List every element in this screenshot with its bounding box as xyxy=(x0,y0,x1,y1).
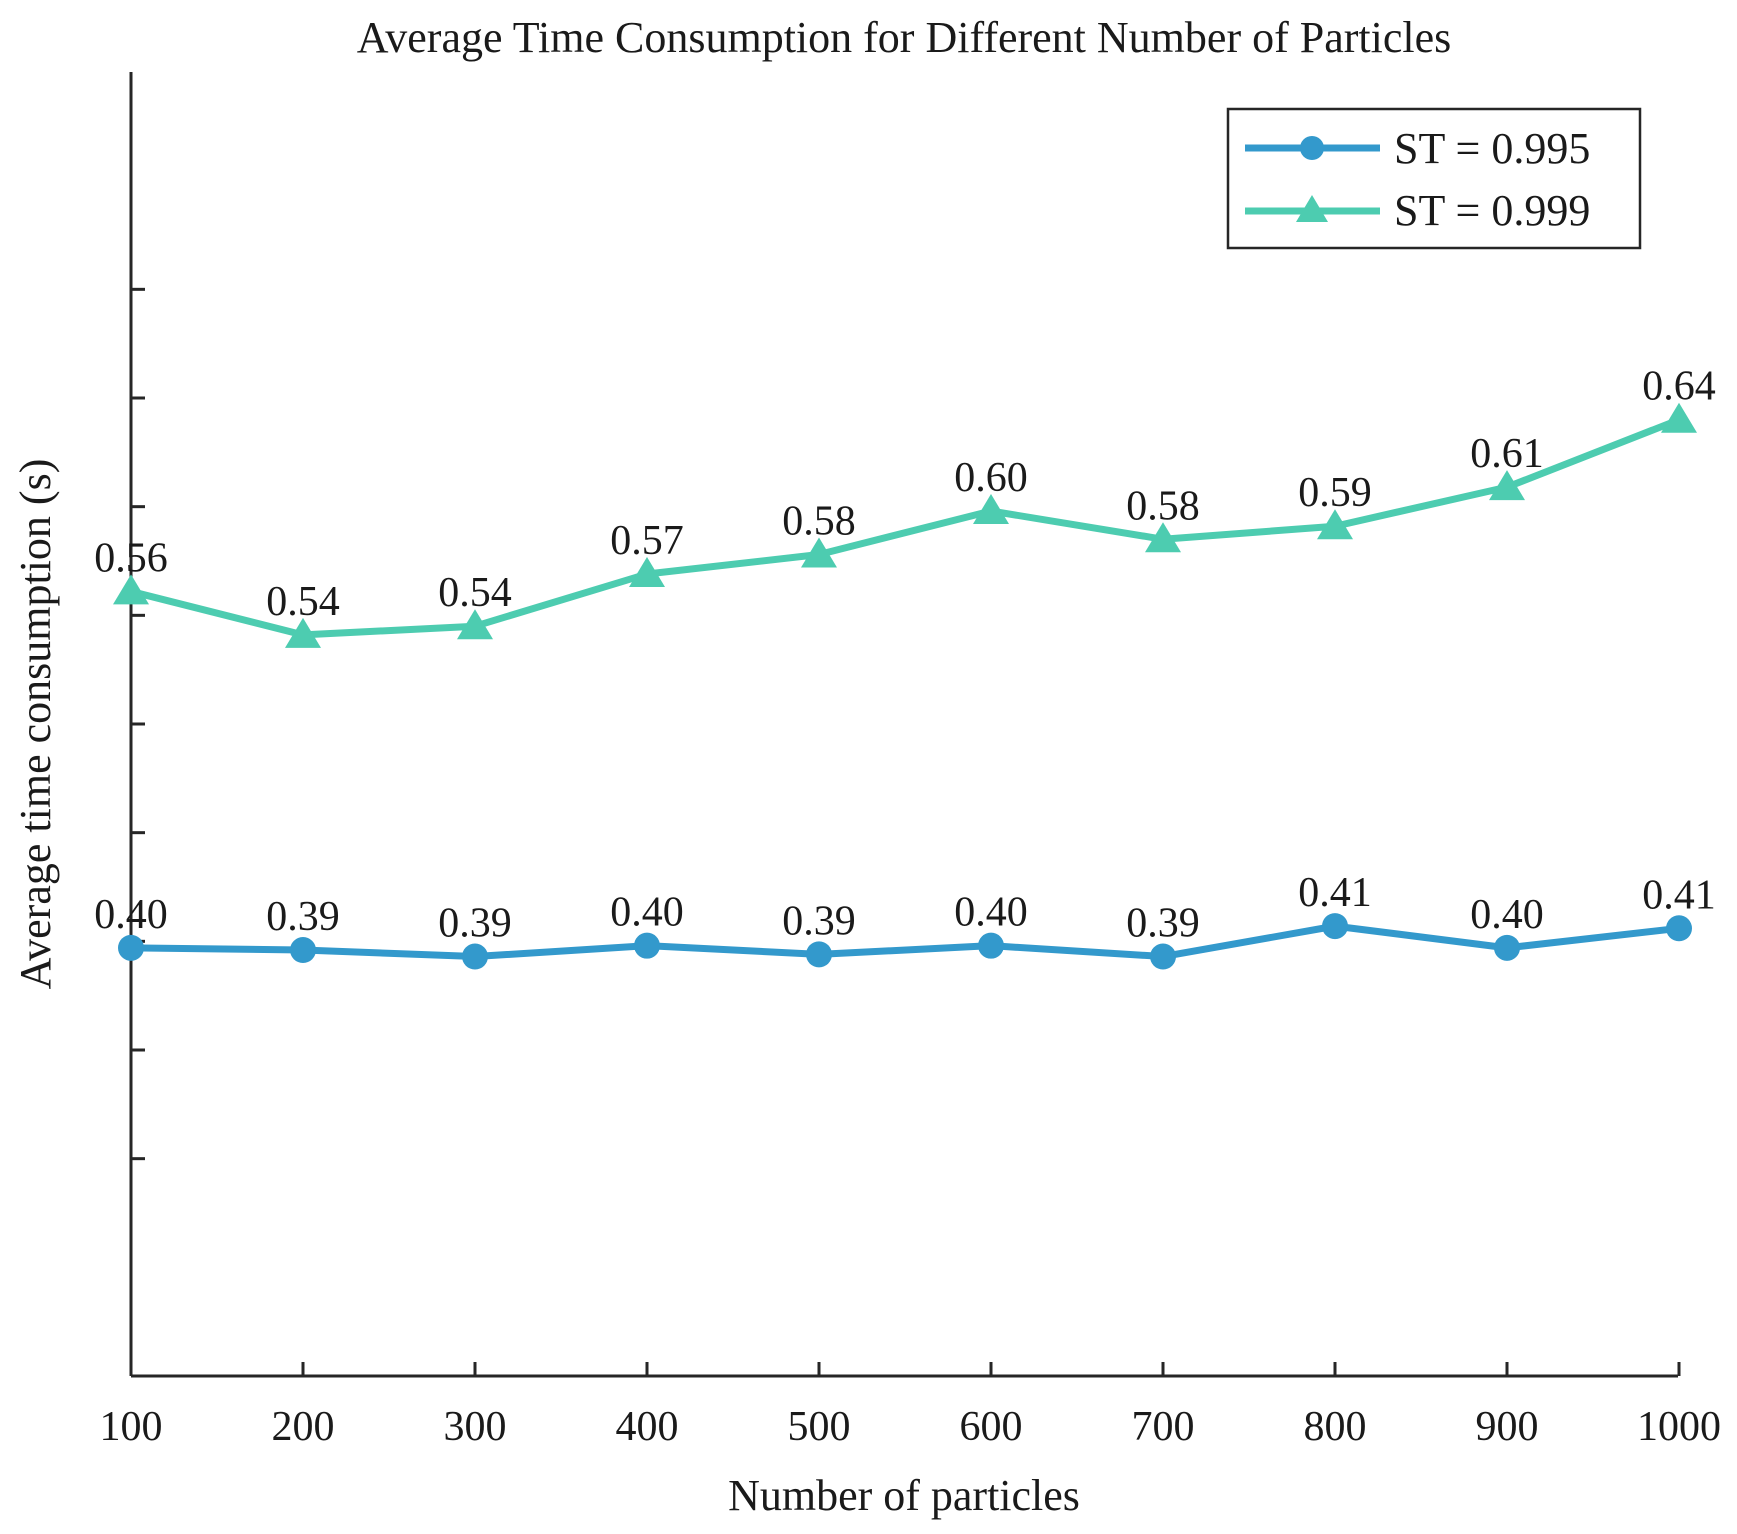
legend-marker-st-0995 xyxy=(1300,136,1324,160)
series-1-point-5 xyxy=(973,494,1009,525)
series-1-point-7 xyxy=(1317,509,1353,540)
x-tick-label-3: 400 xyxy=(616,1404,679,1450)
legend: ST = 0.995 ST = 0.999 xyxy=(1226,107,1642,250)
series-0-data-label-4: 0.39 xyxy=(782,898,856,944)
series-line-0 xyxy=(130,922,1680,961)
x-tick-label-4: 500 xyxy=(788,1404,851,1450)
series-1-data-label-7: 0.59 xyxy=(1298,470,1372,516)
series-0-point-2 xyxy=(462,943,488,970)
legend-box xyxy=(1226,107,1642,250)
series-1-data-label-1: 0.54 xyxy=(266,579,340,625)
y-ticks xyxy=(131,287,145,1161)
chart-title: Average Time Consumption for Different N… xyxy=(357,13,1452,62)
x-tick-label-7: 800 xyxy=(1304,1404,1367,1450)
series-1-data-label-4: 0.58 xyxy=(782,498,856,544)
series-1-data-label-2: 0.54 xyxy=(438,570,512,616)
series-0-data-label-8: 0.40 xyxy=(1470,892,1544,938)
x-tick-label-0: 100 xyxy=(100,1404,163,1450)
series-1-point-9 xyxy=(1661,402,1697,433)
series-0-point-0 xyxy=(118,934,144,961)
series-0-point-3 xyxy=(634,932,660,959)
series-0-data-label-5: 0.40 xyxy=(954,890,1028,936)
series-1: 0.56 0.54 0.54 0.57 0.58 0.60 0.58 0.59 0.61 0.64 xyxy=(94,364,1716,648)
series-1-point-4 xyxy=(801,537,837,568)
series-0-point-1 xyxy=(290,937,316,964)
series-1-point-3 xyxy=(629,557,665,588)
x-tick-label-2: 300 xyxy=(444,1404,507,1450)
series-1-point-8 xyxy=(1489,470,1525,501)
x-tick-label-8: 900 xyxy=(1476,1404,1539,1450)
series-1-point-0 xyxy=(113,574,149,605)
series-0-data-label-6: 0.39 xyxy=(1126,901,1200,947)
x-axis-label: Number of particles xyxy=(728,1471,1080,1520)
legend-marker-st-0999 xyxy=(1296,195,1328,222)
series-1-data-label-8: 0.61 xyxy=(1470,431,1544,477)
series-0-point-9 xyxy=(1666,915,1692,942)
x-tick-label-6: 700 xyxy=(1132,1404,1195,1450)
series-0-data-label-7: 0.41 xyxy=(1298,870,1372,916)
series-1-point-6 xyxy=(1145,522,1181,553)
series-1-data-label-3: 0.57 xyxy=(610,518,684,564)
series-0-point-8 xyxy=(1494,934,1520,961)
series-1-data-label-5: 0.60 xyxy=(954,455,1028,501)
series-layer: 0.40 0.39 0.39 0.40 0.39 0.40 0.39 0.41 0.40 0.41… xyxy=(94,364,1716,970)
series-1-data-label-0: 0.56 xyxy=(94,535,168,581)
axes: 100 200 300 400 500 600 700 800 900 1000 xyxy=(100,72,1721,1450)
series-0-point-4 xyxy=(806,941,832,968)
y-axis-label: Average time consumption (s) xyxy=(11,459,60,990)
legend-label-st-0999: ST = 0.999 xyxy=(1394,186,1590,235)
series-0: 0.40 0.39 0.39 0.40 0.39 0.40 0.39 0.41 0.40 0.41 xyxy=(94,870,1716,970)
x-ticks: 100 200 300 400 500 600 700 800 900 1000 xyxy=(100,1362,1721,1450)
series-1-data-label-6: 0.58 xyxy=(1126,483,1200,529)
series-0-point-7 xyxy=(1322,913,1348,940)
series-0-data-label-1: 0.39 xyxy=(266,894,340,940)
legend-label-st-0995: ST = 0.995 xyxy=(1394,124,1590,173)
series-0-point-5 xyxy=(978,932,1004,959)
series-0-data-label-3: 0.40 xyxy=(610,890,684,936)
x-tick-label-1: 200 xyxy=(272,1404,335,1450)
series-1-point-2 xyxy=(457,609,493,640)
series-0-data-label-0: 0.40 xyxy=(94,892,168,938)
series-0-data-label-2: 0.39 xyxy=(438,901,512,947)
series-0-point-6 xyxy=(1150,943,1176,970)
series-1-data-label-9: 0.64 xyxy=(1642,364,1716,410)
x-tick-label-9: 1000 xyxy=(1637,1404,1721,1450)
series-1-point-1 xyxy=(285,617,321,648)
series-line-1 xyxy=(130,416,1681,639)
x-tick-label-5: 600 xyxy=(960,1404,1023,1450)
series-0-data-label-9: 0.41 xyxy=(1642,872,1716,918)
